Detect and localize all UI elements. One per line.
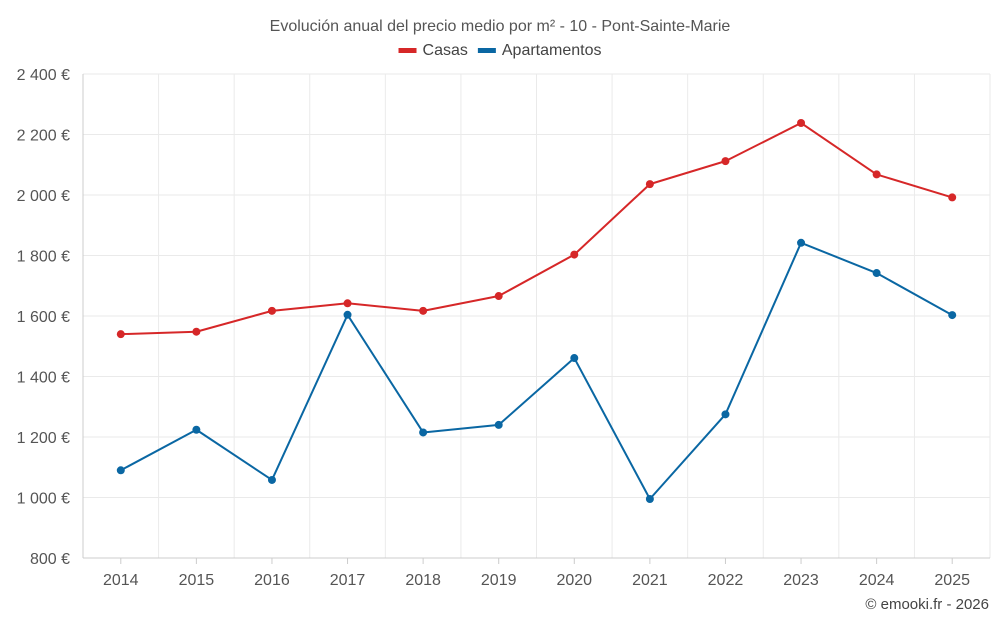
y-tick-label: 1 200 € (17, 430, 70, 447)
data-point-casas (948, 193, 957, 202)
legend-item-casas: Casas (398, 42, 468, 59)
data-point-apartamentos (872, 269, 881, 278)
series-line-apartamentos (120, 241, 953, 501)
x-axis: 2014 2015 2016 2017 2018 2019 2020 2021 2022 2023… (103, 558, 970, 589)
y-axis: 800 € 1 000 € 1 200 € 1 400 € 1 600 € 1 800 €… (17, 67, 70, 568)
legend-label: Apartamentos (502, 42, 602, 59)
legend-item-apartamentos: Apartamentos (477, 42, 602, 59)
legend: Casas Apartamentos (398, 42, 602, 59)
x-tick-label: 2016 (254, 572, 290, 589)
data-point-casas (192, 327, 201, 336)
x-tick-label: 2014 (103, 572, 139, 589)
x-tick-label: 2019 (481, 572, 517, 589)
data-point-casas (267, 306, 276, 315)
data-point-apartamentos (419, 428, 428, 437)
x-tick-label: 2015 (179, 572, 215, 589)
credit-text: © emooki.fr - 2026 (865, 596, 989, 613)
data-point-casas (419, 306, 428, 315)
data-point-apartamentos (948, 311, 957, 320)
data-point-casas (797, 119, 806, 128)
legend-swatch (477, 48, 496, 53)
x-tick-label: 2025 (934, 572, 970, 589)
y-tick-label: 1 000 € (17, 491, 70, 508)
x-tick-label: 2021 (632, 572, 668, 589)
data-point-casas (721, 157, 730, 166)
data-point-casas (645, 180, 654, 189)
data-point-apartamentos (494, 420, 503, 429)
data-point-apartamentos (116, 466, 125, 475)
y-tick-label: 800 € (30, 551, 70, 568)
y-tick-label: 2 400 € (17, 67, 70, 84)
data-point-apartamentos (267, 475, 276, 484)
data-point-apartamentos (570, 354, 579, 363)
legend-swatch (398, 48, 417, 53)
x-tick-label: 2023 (783, 572, 819, 589)
data-point-casas (116, 330, 125, 339)
series-line-casas (120, 122, 953, 336)
data-point-apartamentos (645, 495, 654, 504)
data-point-apartamentos (721, 410, 730, 419)
legend-label: Casas (423, 42, 468, 59)
y-tick-label: 1 600 € (17, 309, 70, 326)
x-tick-label: 2022 (708, 572, 744, 589)
data-point-casas (570, 250, 579, 259)
data-point-apartamentos (797, 238, 806, 247)
data-point-casas (494, 292, 503, 301)
data-point-casas (343, 299, 352, 308)
x-tick-label: 2020 (556, 572, 592, 589)
data-point-casas (872, 170, 881, 179)
chart-title: Evolución anual del precio medio por m² … (270, 18, 731, 35)
x-tick-label: 2018 (405, 572, 441, 589)
data-point-apartamentos (343, 310, 352, 319)
x-tick-label: 2024 (859, 572, 895, 589)
y-tick-label: 1 800 € (17, 249, 70, 266)
data-point-apartamentos (192, 425, 201, 434)
series-layer (116, 119, 957, 504)
grid (82, 73, 991, 559)
y-tick-label: 2 000 € (17, 188, 70, 205)
y-tick-label: 1 400 € (17, 370, 70, 387)
x-tick-label: 2017 (330, 572, 366, 589)
y-tick-label: 2 200 € (17, 128, 70, 145)
